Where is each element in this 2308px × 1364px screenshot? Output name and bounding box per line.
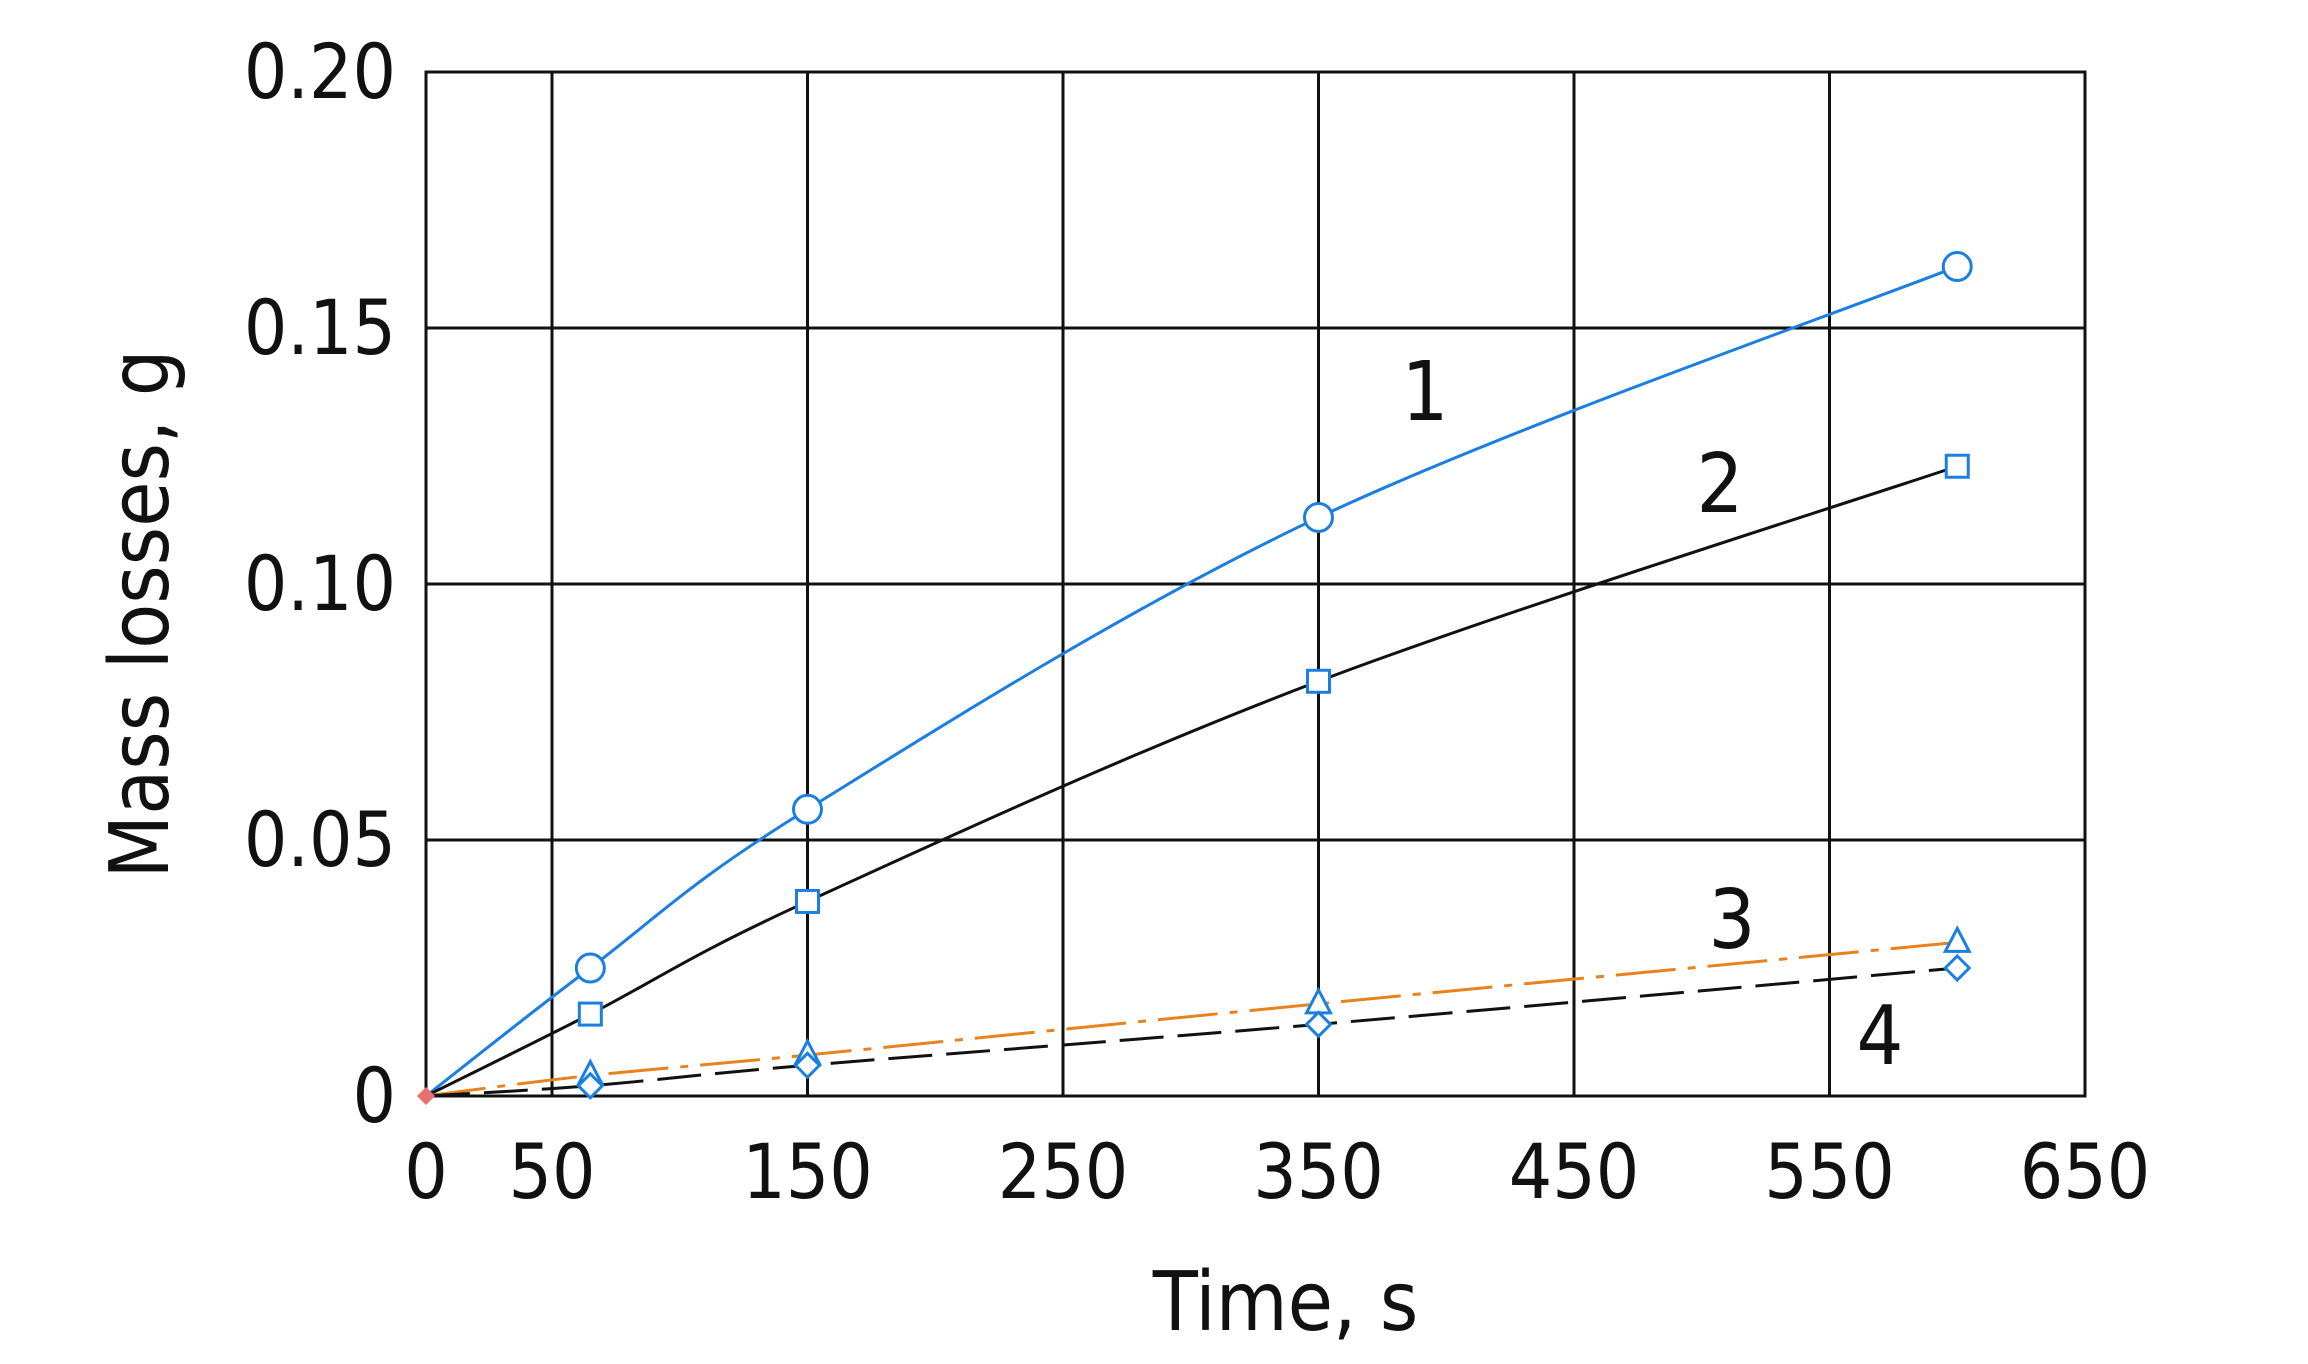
marker-series-4-x600 — [1943, 953, 1972, 983]
series-line-4 — [425, 966, 1958, 1098]
marker-series-2-x150 — [795, 888, 820, 914]
marker-series-1-x600 — [1941, 251, 1973, 283]
marker-series-4-x150 — [793, 1051, 822, 1080]
series-line-1 — [425, 265, 1958, 1098]
marker-series-3-x600 — [1942, 925, 1972, 953]
curve-label-2: 2 — [1697, 437, 1744, 532]
curve-labels: 1 2 3 4 — [1402, 345, 1904, 1084]
x-tick-label-450: 450 — [1509, 1127, 1639, 1216]
x-tick-label-550: 550 — [1764, 1127, 1894, 1216]
x-axis-title: Time, s — [1152, 1255, 1419, 1350]
series-line-2 — [425, 464, 1958, 1098]
marker-series-2-x350 — [1306, 668, 1331, 694]
x-tick-label-50: 50 — [509, 1127, 596, 1216]
x-tick-label-0: 0 — [404, 1127, 448, 1216]
marker-series-2-x65 — [577, 1001, 603, 1027]
curve-label-3: 3 — [1709, 873, 1756, 968]
marker-series-1-x65 — [574, 952, 606, 984]
y-tick-label-0_1: 0.10 — [244, 539, 396, 628]
y-tick-label-0_15: 0.15 — [244, 283, 396, 372]
curve-label-4: 4 — [1857, 989, 1904, 1084]
grid — [426, 72, 2085, 1096]
curve-label-1: 1 — [1402, 345, 1449, 440]
x-tick-label-350: 350 — [1253, 1127, 1383, 1216]
plot-frame — [424, 70, 2087, 1098]
y-tick-label-0: 0 — [353, 1051, 397, 1140]
x-tick-label-250: 250 — [998, 1127, 1128, 1216]
markers-layer — [417, 251, 1973, 1105]
y-tick-label-0_2: 0.20 — [244, 27, 396, 116]
marker-series-2-x600 — [1944, 453, 1970, 479]
marker-series-1-x350 — [1303, 501, 1334, 533]
series-layer — [425, 265, 1958, 1098]
marker-series-4-x65 — [576, 1071, 605, 1100]
origin-marker — [417, 1087, 435, 1105]
x-tick-label-650: 650 — [2020, 1127, 2150, 1216]
marker-series-4-x350 — [1304, 1010, 1333, 1039]
marker-series-3-x350 — [1304, 986, 1333, 1015]
marker-series-1-x150 — [792, 793, 823, 825]
y-tick-label-0_05: 0.05 — [244, 795, 396, 884]
x-tick-label-150: 150 — [742, 1127, 872, 1216]
y-tick-labels: 0 0.05 0.10 0.15 0.20 — [244, 27, 396, 1140]
y-axis-title: Mass losses, g — [93, 349, 188, 878]
x-tick-labels: 0 50 150 250 350 450 550 650 — [404, 1127, 2150, 1216]
